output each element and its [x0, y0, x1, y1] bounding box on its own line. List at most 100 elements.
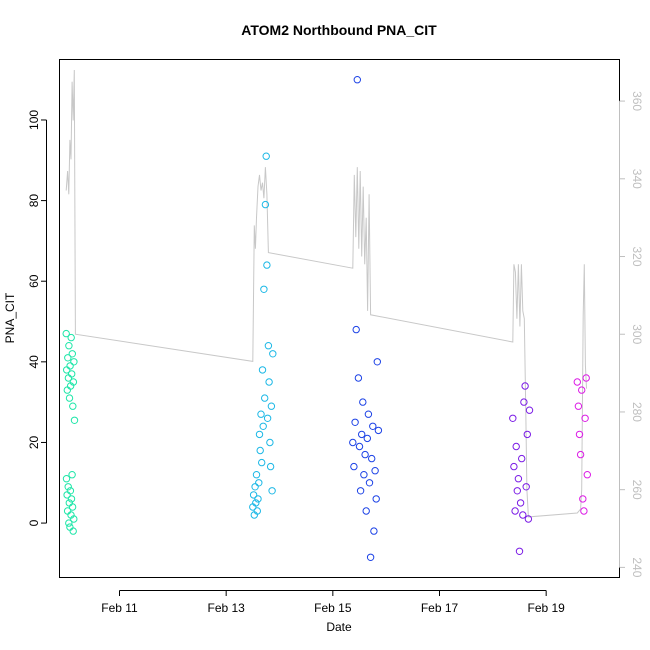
data-point — [69, 378, 78, 386]
x-tick-label: Feb 13 — [207, 601, 245, 615]
data-point — [362, 507, 370, 515]
point-series-3 — [349, 76, 383, 561]
data-point — [583, 471, 591, 479]
data-point — [65, 342, 73, 350]
y2-tick-label: 360 — [630, 91, 644, 111]
data-point — [68, 471, 76, 479]
data-point — [369, 422, 377, 430]
data-point — [64, 483, 72, 491]
data-point — [263, 261, 271, 269]
data-point — [515, 547, 524, 555]
data-point — [263, 414, 272, 422]
data-point — [255, 430, 264, 439]
data-point — [64, 354, 72, 362]
data-point — [62, 475, 71, 483]
data-point — [521, 382, 529, 390]
data-point — [69, 527, 77, 535]
data-point — [269, 350, 277, 358]
data-point — [513, 487, 521, 495]
data-point — [520, 398, 528, 406]
data-point — [66, 487, 75, 495]
data-point — [258, 458, 266, 467]
data-point — [365, 479, 374, 487]
data-point — [363, 434, 371, 443]
y2-tick-label: 300 — [630, 324, 644, 344]
data-point — [574, 402, 583, 410]
data-point — [70, 358, 78, 366]
y-tick-label: 20 — [27, 435, 41, 449]
y-tick-label: 60 — [27, 274, 41, 288]
x-tick-label: Feb 17 — [421, 601, 459, 615]
data-point — [373, 358, 381, 366]
data-point — [353, 76, 361, 84]
data-point — [354, 374, 363, 382]
data-point — [66, 362, 74, 370]
data-point — [266, 462, 275, 471]
data-point — [524, 515, 533, 523]
data-point — [67, 333, 75, 342]
plot-area — [59, 59, 620, 578]
data-point — [514, 475, 523, 483]
data-point — [356, 487, 365, 495]
y2-tick-label: 320 — [630, 247, 644, 267]
y2-tick-label: 260 — [630, 480, 644, 500]
y-axis-left: 0 20 40 60 80 100 — [27, 110, 47, 526]
x-tick-label: Feb 15 — [314, 601, 352, 615]
y2-tick-label: 240 — [630, 557, 644, 577]
data-point — [255, 479, 263, 487]
data-point — [582, 374, 590, 382]
y-tick-label: 100 — [27, 110, 41, 130]
data-point — [251, 483, 259, 491]
data-point — [580, 507, 588, 515]
data-point — [516, 499, 525, 507]
data-point — [368, 454, 376, 463]
data-point — [62, 329, 70, 338]
point-series-5 — [573, 374, 591, 515]
y-tick-label: 80 — [27, 194, 41, 208]
data-point — [358, 430, 366, 439]
data-point — [510, 462, 518, 471]
data-point — [509, 414, 517, 422]
data-point — [578, 386, 586, 394]
data-point — [65, 519, 73, 527]
plot-frame — [59, 59, 620, 578]
x-axis: Feb 11 Feb 13 Feb 15 Feb 17 Feb 19 — [101, 590, 565, 615]
chart-title: ATOM2 Northbound PNA_CIT — [241, 22, 437, 38]
data-point — [352, 325, 360, 334]
data-point — [257, 410, 265, 418]
line-series — [65, 69, 587, 518]
data-point — [351, 418, 359, 426]
data-point — [66, 523, 74, 531]
data-point — [262, 152, 270, 160]
data-point — [523, 430, 531, 439]
data-point — [372, 495, 380, 503]
data-point — [581, 414, 589, 422]
points-layer — [62, 76, 591, 561]
data-point — [374, 426, 383, 435]
data-point — [355, 442, 364, 451]
data-point — [518, 454, 526, 463]
data-point — [65, 394, 74, 402]
data-point — [370, 527, 378, 535]
data-point — [519, 511, 527, 519]
data-point — [249, 491, 258, 499]
data-point — [69, 402, 77, 410]
y-axis-right: 240 260 280 300 320 340 360 — [619, 91, 644, 578]
data-point — [265, 378, 273, 386]
point-series-1 — [62, 329, 79, 535]
data-point — [573, 378, 581, 386]
data-point — [63, 386, 72, 394]
data-point — [67, 495, 76, 503]
data-point — [256, 446, 264, 455]
data-point — [576, 450, 585, 459]
data-point — [349, 438, 357, 447]
data-point — [252, 471, 261, 479]
data-point — [253, 507, 261, 515]
data-point — [261, 394, 269, 402]
data-point — [70, 515, 78, 523]
data-point — [511, 507, 519, 515]
data-point — [266, 438, 274, 447]
y2-tick-label: 340 — [630, 169, 644, 189]
data-point — [360, 471, 368, 479]
